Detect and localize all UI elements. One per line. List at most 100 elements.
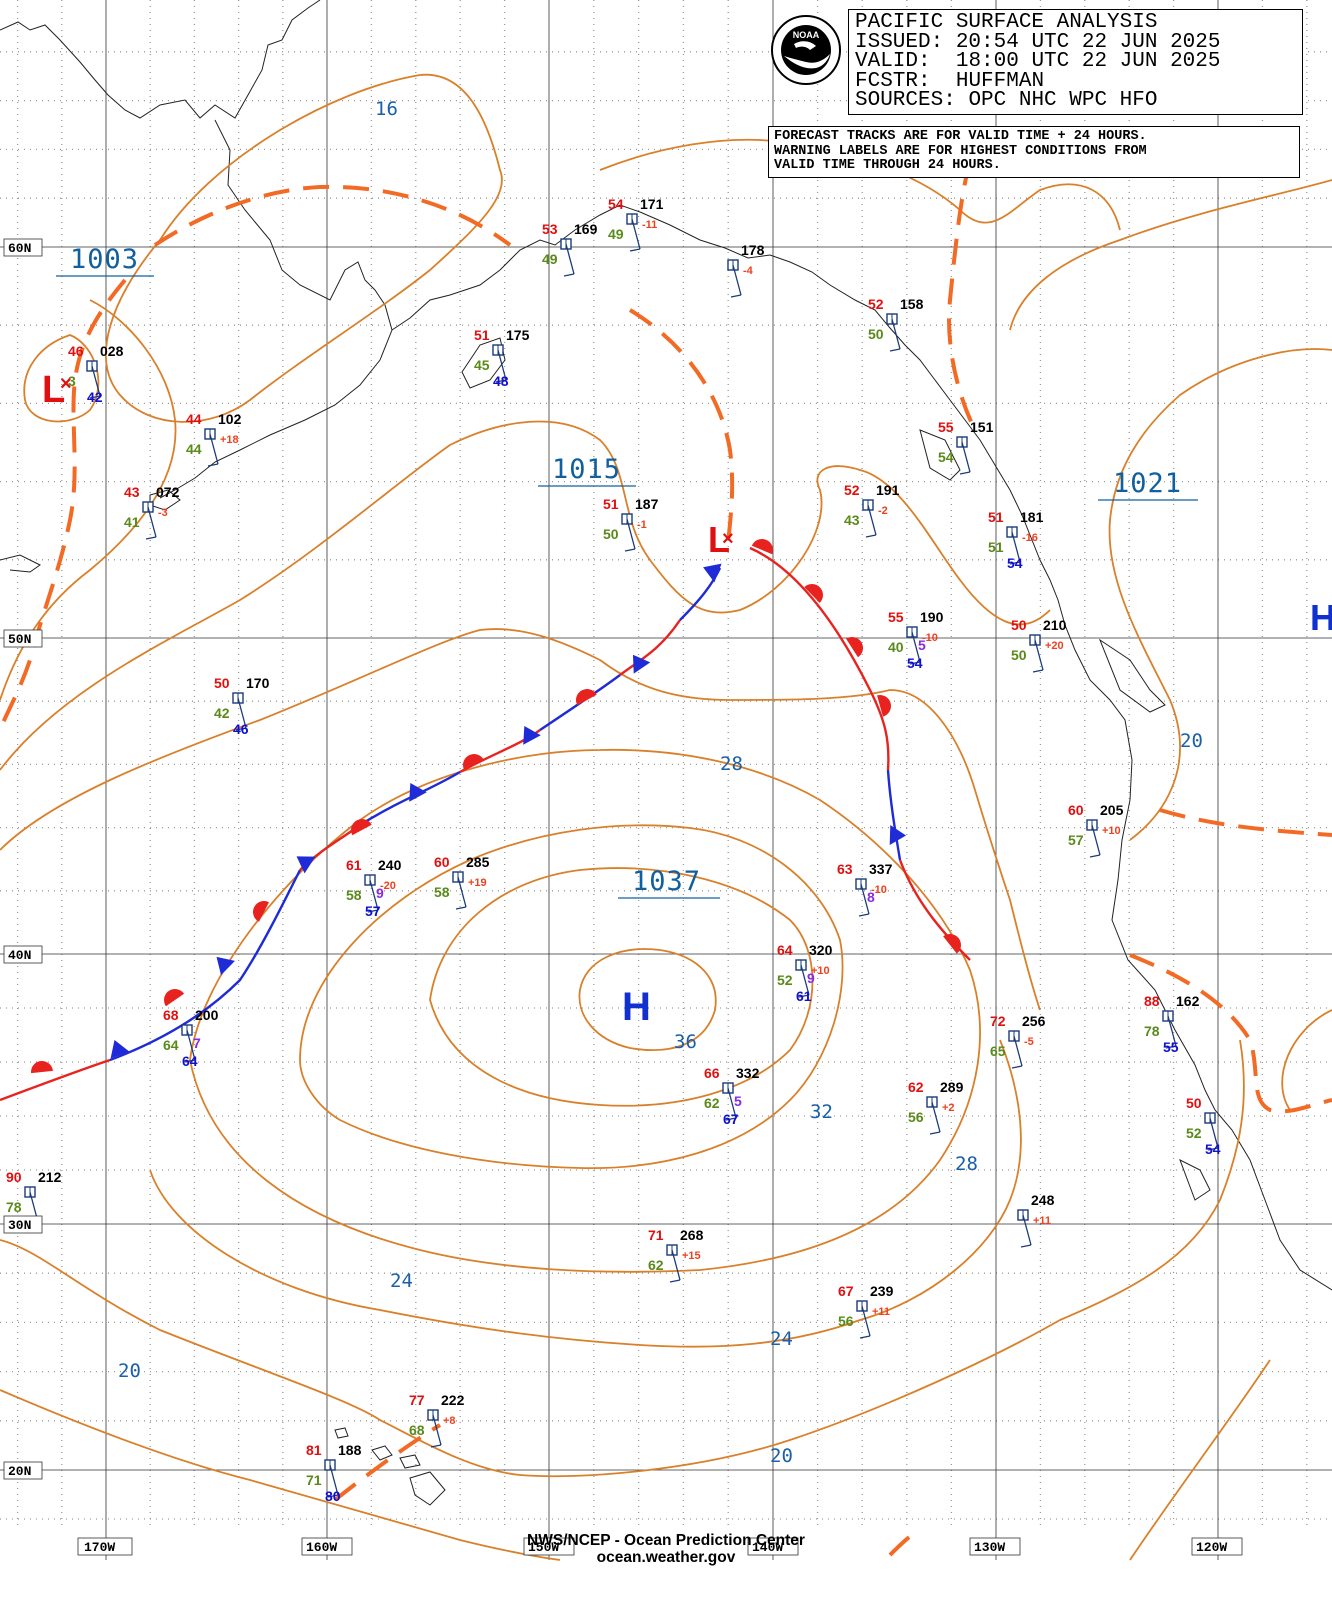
station-sea-temperature: 55 <box>1163 1039 1179 1055</box>
valid-time: 18:00 UTC 22 JUN 2025 <box>955 50 1221 73</box>
warm-front-bump <box>576 689 597 706</box>
station-pressure: 268 <box>680 1227 704 1243</box>
station-plot: 55 190 40 -105 54 <box>888 609 944 671</box>
station-dewpoint: 65 <box>990 1043 1006 1059</box>
station-temperature: 81 <box>306 1442 322 1458</box>
station-pressure-tendency: -10 <box>922 632 938 644</box>
station-plot: 64 320 52 +109 61 <box>777 942 833 1004</box>
station-pressure: 162 <box>1176 993 1200 1009</box>
front-symbols <box>31 539 961 1074</box>
isobar-label: 28 <box>955 1153 978 1175</box>
station-sea-temperature: 42 <box>87 389 103 405</box>
footer: NWS/NCEP - Ocean Prediction Center ocean… <box>0 1532 1332 1566</box>
station-sea-temperature: 46 <box>233 721 249 737</box>
station-temperature: 66 <box>704 1065 720 1081</box>
station-pressure: 175 <box>506 327 530 343</box>
station-pressure: 285 <box>466 854 490 870</box>
station-plot: 67 239 56 +11 <box>838 1283 894 1339</box>
header-title: PACIFIC SURFACE ANALYSIS <box>855 11 1158 34</box>
isobar-label: 16 <box>375 98 398 120</box>
note-line-3: VALID TIME THROUGH 24 HOURS. <box>774 158 1001 173</box>
station-plot: 60 285 58 +19 <box>434 854 490 910</box>
station-temperature: 62 <box>908 1079 924 1095</box>
station-plot: 66 332 62 5 67 <box>704 1065 760 1127</box>
station-pressure-tendency: -10 <box>871 884 887 896</box>
station-pressure: 256 <box>1022 1013 1046 1029</box>
note-line-1: FORECAST TRACKS ARE FOR VALID TIME + 24 … <box>774 129 1147 144</box>
major-grid <box>0 0 1332 1560</box>
footer-url: ocean.weather.gov <box>596 1549 736 1566</box>
station-dewpoint: 58 <box>346 887 362 903</box>
station-temperature: 64 <box>777 942 793 958</box>
station-wave-height: 9 <box>376 885 384 901</box>
station-plot: 178 -4 <box>727 242 765 298</box>
station-pressure-tendency: +11 <box>872 1306 890 1318</box>
station-sea-temperature: 61 <box>796 988 812 1004</box>
warm-front-bump <box>253 901 269 922</box>
lat-label-30n: 30N <box>8 1218 31 1233</box>
station-pressure: 239 <box>870 1283 894 1299</box>
station-pressure-tendency: -4 <box>743 265 754 277</box>
lon-label-130w: 130W <box>974 1540 1005 1555</box>
station-pressure: 205 <box>1100 802 1124 818</box>
station-pressure: 200 <box>195 1007 219 1023</box>
station-pressure: 289 <box>940 1079 964 1095</box>
station-dewpoint: 56 <box>838 1313 854 1329</box>
warm-front-bump <box>943 934 961 954</box>
lon-label-170w: 170W <box>84 1540 115 1555</box>
station-temperature: 51 <box>988 509 1004 525</box>
station-dewpoint: 78 <box>6 1199 22 1215</box>
station-wave-height: 8 <box>867 889 875 905</box>
station-dewpoint: 44 <box>186 441 202 457</box>
lat-label-50n: 50N <box>8 632 31 647</box>
station-temperature: 51 <box>474 327 490 343</box>
station-dewpoint: 51 <box>988 539 1004 555</box>
station-pressure: 187 <box>635 496 659 512</box>
station-sea-temperature: 57 <box>365 903 381 919</box>
station-temperature: 53 <box>542 221 558 237</box>
pressure-centers: H 1037 H L × 1003 L × 1015 1021 <box>42 244 1332 1029</box>
station-temperature: 88 <box>1144 993 1160 1009</box>
station-plot: 53 169 49 <box>542 221 598 277</box>
station-plot: 43 072 41 -3 <box>124 484 180 540</box>
station-pressure-tendency: -2 <box>878 505 888 517</box>
isobar-labels: 16 20 24 28 32 36 28 24 20 20 <box>118 98 1203 1467</box>
lon-label-160w: 160W <box>306 1540 337 1555</box>
noaa-logo: NOAA <box>771 15 841 85</box>
station-pressure-tendency: +10 <box>1102 825 1121 837</box>
cold-front-triangle <box>889 825 906 845</box>
station-plot: 51 181 51 -16 54 <box>988 509 1044 571</box>
station-plot: 54 171 49 -11 <box>608 196 664 252</box>
station-pressure: 248 <box>1031 1192 1055 1208</box>
station-temperature: 71 <box>648 1227 664 1243</box>
station-dewpoint: 43 <box>844 512 860 528</box>
warm-front-bump <box>164 989 185 1007</box>
station-pressure: 151 <box>970 419 994 435</box>
station-pressure: 320 <box>809 942 833 958</box>
station-pressure: 222 <box>441 1392 465 1408</box>
station-dewpoint: 50 <box>603 526 619 542</box>
station-temperature: 50 <box>1186 1095 1202 1111</box>
station-temperature: 43 <box>124 484 140 500</box>
low-west-cross: × <box>60 373 72 395</box>
station-dewpoint: 57 <box>1068 832 1084 848</box>
station-plot: 62 289 56 +2 <box>908 1079 964 1135</box>
station-pressure: 332 <box>736 1065 760 1081</box>
station-pressure-tendency: -11 <box>642 219 657 231</box>
station-temperature: 55 <box>938 419 954 435</box>
analysis-header: PACIFIC SURFACE ANALYSIS ISSUED: 20:54 U… <box>848 9 1303 115</box>
isobar-label: 20 <box>770 1445 793 1467</box>
station-wave-height: 5 <box>734 1093 742 1109</box>
sources-list: OPC NHC WPC HFO <box>968 89 1158 112</box>
note-line-2: WARNING LABELS ARE FOR HIGHEST CONDITION… <box>774 143 1147 159</box>
warm-front-bump <box>877 695 891 717</box>
warm-front-bump <box>846 637 863 658</box>
low-west-value: 1003 <box>70 244 139 275</box>
station-dewpoint: 49 <box>542 251 558 267</box>
station-plot: 46 028 3 42 <box>68 343 124 405</box>
station-pressure: 337 <box>869 861 893 877</box>
station-temperature: 60 <box>434 854 450 870</box>
station-pressure-tendency: +19 <box>468 877 487 889</box>
lon-label-120w: 120W <box>1196 1540 1227 1555</box>
